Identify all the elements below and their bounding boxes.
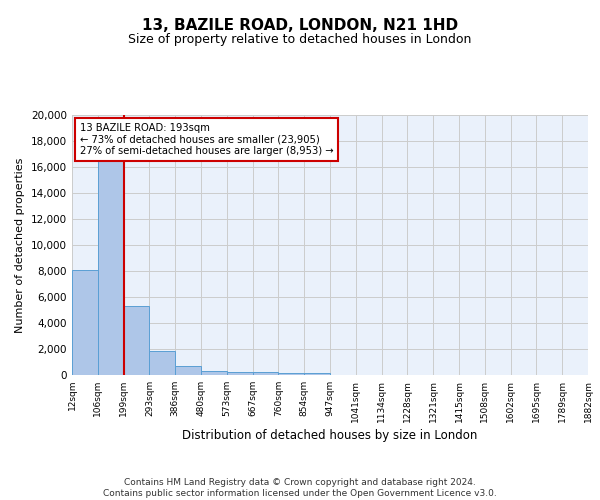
Bar: [98, 160, 124, 375]
Bar: [72, 270, 98, 375]
Y-axis label: Number of detached properties: Number of detached properties: [16, 158, 25, 332]
X-axis label: Distribution of detached houses by size in London: Distribution of detached houses by size …: [182, 429, 478, 442]
Bar: [124, 306, 149, 375]
Bar: [201, 371, 227, 375]
Bar: [278, 372, 304, 375]
Text: 13, BAZILE ROAD, LONDON, N21 1HD: 13, BAZILE ROAD, LONDON, N21 1HD: [142, 18, 458, 32]
Text: Contains HM Land Registry data © Crown copyright and database right 2024.
Contai: Contains HM Land Registry data © Crown c…: [103, 478, 497, 498]
Bar: [304, 374, 330, 375]
Bar: [175, 366, 201, 375]
Bar: [149, 351, 175, 375]
Text: Size of property relative to detached houses in London: Size of property relative to detached ho…: [128, 32, 472, 46]
Bar: [253, 372, 278, 375]
Text: 13 BAZILE ROAD: 193sqm
← 73% of detached houses are smaller (23,905)
27% of semi: 13 BAZILE ROAD: 193sqm ← 73% of detached…: [80, 123, 334, 156]
Bar: [227, 372, 253, 375]
